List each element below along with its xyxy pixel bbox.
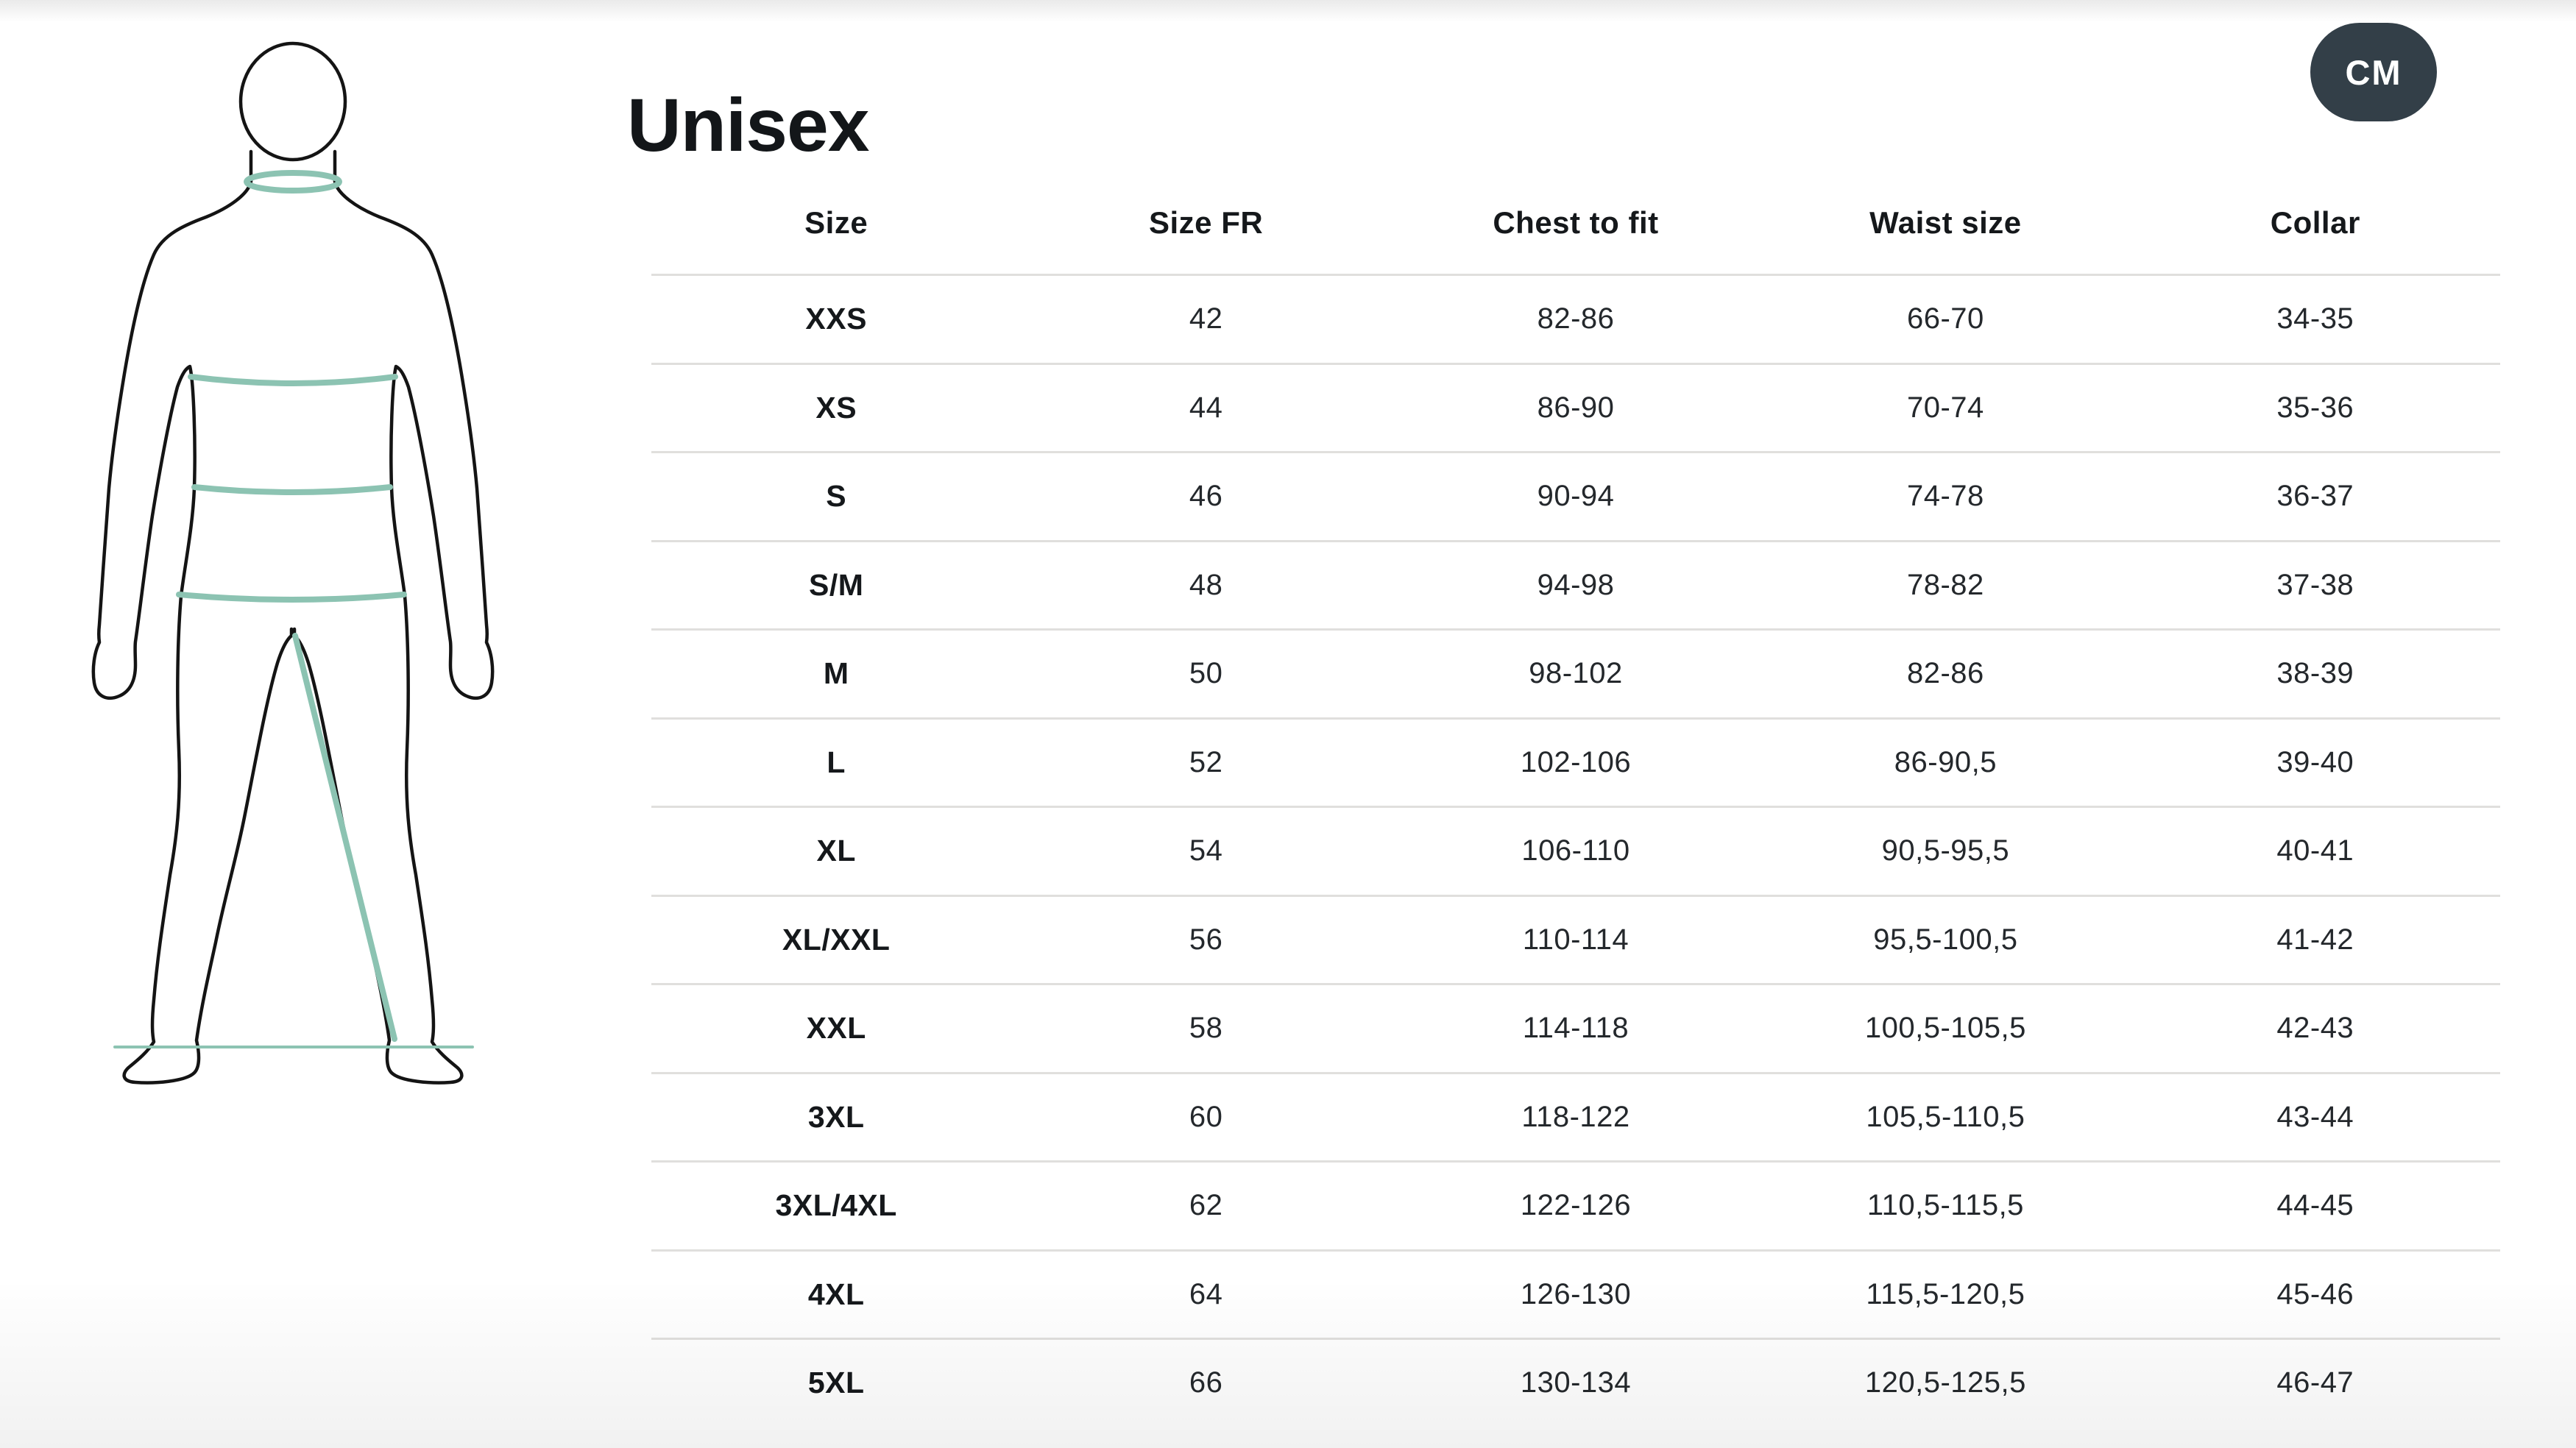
head-outline — [238, 41, 347, 162]
page-title: Unisex — [627, 83, 869, 168]
collar-cell: 39-40 — [2276, 745, 2354, 778]
size-fr-cell: 66 — [1189, 1366, 1223, 1399]
table-row: S 46 90-94 74-78 36-37 — [651, 451, 2500, 540]
collar-cell: 35-36 — [2276, 391, 2354, 424]
waist-cell: 70-74 — [1906, 391, 1984, 424]
size-cell: XL/XXL — [782, 922, 891, 957]
waist-cell: 82-86 — [1906, 657, 1984, 690]
size-cell: XXS — [805, 302, 867, 336]
collar-measure-line — [244, 170, 342, 194]
collar-cell: 45-46 — [2276, 1277, 2354, 1310]
collar-cell: 36-37 — [2276, 480, 2354, 513]
table-row: M 50 98-102 82-86 38-39 — [651, 628, 2500, 717]
column-header-waist: Waist size — [1869, 205, 2022, 240]
collar-cell: 46-47 — [2276, 1366, 2354, 1399]
inseam-measure-line — [292, 633, 397, 1042]
collar-cell: 43-44 — [2276, 1100, 2354, 1133]
waist-measure-line — [191, 484, 393, 495]
chest-cell: 98-102 — [1529, 657, 1623, 690]
size-fr-cell: 56 — [1189, 923, 1223, 956]
table-header-row: Size Size FR Chest to fit Waist size Col… — [651, 171, 2500, 274]
collar-cell: 40-41 — [2276, 834, 2354, 867]
hip-measure-line — [176, 592, 407, 603]
table-row: S/M 48 94-98 78-82 37-38 — [651, 539, 2500, 629]
size-cell: XL — [816, 834, 856, 868]
waist-cell: 66-70 — [1906, 302, 1984, 336]
size-fr-cell: 58 — [1189, 1012, 1223, 1045]
unit-toggle-cm-button[interactable]: CM — [2310, 23, 2437, 121]
chest-measure-line — [188, 374, 398, 386]
waist-cell: 120,5-125,5 — [1864, 1366, 2026, 1399]
chest-cell: 130-134 — [1520, 1366, 1632, 1399]
size-cell: XXL — [806, 1011, 866, 1046]
collar-cell: 37-38 — [2276, 568, 2354, 601]
column-header-size: Size — [804, 205, 868, 240]
chest-cell: 90-94 — [1537, 480, 1615, 513]
table-row: 3XL/4XL 62 122-126 110,5-115,5 44-45 — [651, 1160, 2500, 1249]
size-fr-cell: 46 — [1189, 480, 1223, 513]
size-cell: M — [823, 656, 849, 691]
size-fr-cell: 54 — [1189, 834, 1223, 867]
column-header-collar: Collar — [2270, 205, 2360, 240]
collar-cell: 41-42 — [2276, 923, 2354, 956]
size-cell: 3XL — [807, 1099, 865, 1134]
table-row: 5XL 66 130-134 120,5-125,5 46-47 — [651, 1338, 2500, 1427]
waist-cell: 74-78 — [1906, 480, 1984, 513]
chest-cell: 82-86 — [1537, 302, 1615, 336]
waist-cell: 100,5-105,5 — [1864, 1012, 2026, 1045]
size-cell: L — [827, 745, 846, 779]
size-fr-cell: 48 — [1189, 568, 1223, 601]
collar-cell: 44-45 — [2276, 1189, 2354, 1222]
collar-cell: 38-39 — [2276, 657, 2354, 690]
table-row: XXS 42 82-86 66-70 34-35 — [651, 274, 2500, 363]
waist-cell: 90,5-95,5 — [1881, 834, 2010, 867]
size-fr-cell: 42 — [1189, 302, 1223, 336]
chest-cell: 126-130 — [1520, 1277, 1632, 1310]
chest-cell: 122-126 — [1520, 1189, 1632, 1222]
waist-cell: 105,5-110,5 — [1866, 1100, 2025, 1133]
table-row: 3XL 60 118-122 105,5-110,5 43-44 — [651, 1071, 2500, 1161]
size-cell: 5XL — [807, 1366, 865, 1400]
body-measurement-figure — [91, 41, 589, 1251]
chest-cell: 114-118 — [1522, 1012, 1630, 1045]
chest-cell: 102-106 — [1520, 745, 1632, 778]
size-cell: XS — [815, 390, 857, 425]
chest-cell: 106-110 — [1521, 834, 1630, 867]
chest-cell: 118-122 — [1521, 1100, 1630, 1133]
waist-cell: 110,5-115,5 — [1866, 1189, 2024, 1222]
table-row: XXL 58 114-118 100,5-105,5 42-43 — [651, 983, 2500, 1072]
waist-cell: 95,5-100,5 — [1873, 923, 2018, 956]
column-header-chest: Chest to fit — [1493, 205, 1659, 240]
collar-cell: 42-43 — [2276, 1012, 2354, 1045]
collar-cell: 34-35 — [2276, 302, 2354, 336]
size-fr-cell: 62 — [1189, 1189, 1223, 1222]
waist-cell: 78-82 — [1906, 568, 1984, 601]
size-fr-cell: 60 — [1189, 1100, 1223, 1133]
size-fr-cell: 50 — [1189, 657, 1223, 690]
size-cell: 4XL — [807, 1277, 865, 1311]
size-fr-cell: 52 — [1189, 745, 1223, 778]
size-cell: S — [826, 479, 847, 514]
size-fr-cell: 64 — [1189, 1277, 1223, 1310]
table-row: L 52 102-106 86-90,5 39-40 — [651, 717, 2500, 806]
table-row: XL/XXL 56 110-114 95,5-100,5 41-42 — [651, 894, 2500, 984]
table-row: XL 54 106-110 90,5-95,5 40-41 — [651, 806, 2500, 895]
chest-cell: 94-98 — [1537, 568, 1615, 601]
waist-cell: 115,5-120,5 — [1866, 1277, 2025, 1310]
waist-cell: 86-90,5 — [1894, 745, 1997, 778]
chest-cell: 110-114 — [1522, 923, 1630, 956]
size-cell: 3XL/4XL — [775, 1188, 897, 1223]
table-row: XS 44 86-90 70-74 35-36 — [651, 362, 2500, 452]
size-fr-cell: 44 — [1189, 391, 1223, 424]
size-cell: S/M — [808, 567, 864, 602]
size-chart-table: Size Size FR Chest to fit Waist size Col… — [651, 171, 2500, 1427]
chest-cell: 86-90 — [1537, 391, 1615, 424]
table-row: 4XL 64 126-130 115,5-120,5 45-46 — [651, 1249, 2500, 1338]
column-header-size-fr: Size FR — [1148, 205, 1264, 240]
body-outline — [91, 41, 492, 1083]
